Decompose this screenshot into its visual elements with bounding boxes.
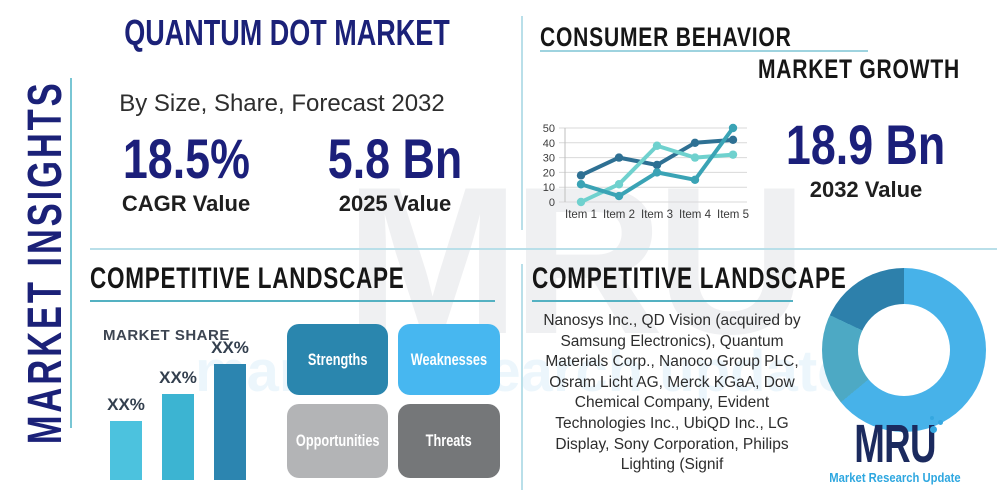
- swot-card-label: Opportunities: [295, 431, 380, 450]
- mru-logo-text: MRU: [800, 416, 990, 471]
- svg-text:10: 10: [543, 182, 555, 194]
- stat-2032-value: 18.9 Bn: [786, 113, 946, 176]
- mru-logo: MRU Market Research Update: [800, 416, 990, 485]
- swot-card: Threats: [398, 404, 500, 478]
- bar-rect: [162, 394, 194, 480]
- stat-2025: 5.8 Bn 2025 Value: [295, 130, 495, 217]
- market-share-chart: XX% XX% XX%: [107, 338, 250, 480]
- horizontal-divider: [90, 248, 997, 250]
- market-growth-heading: MARKET GROWTH: [640, 54, 960, 85]
- competitive-landscape-right-heading-text: COMPETITIVE LANDSCAPE: [532, 262, 847, 295]
- market-growth-chart: 0 10 20 30 40 50 Item 1 Item 2 Item 3 Item 4 Item …: [543, 123, 749, 221]
- donut-hole: [858, 304, 950, 396]
- bar-value-label: XX%: [107, 395, 145, 414]
- competitive-landscape-left-heading-text: COMPETITIVE LANDSCAPE: [90, 262, 405, 295]
- bar-column: XX%: [159, 366, 197, 480]
- bar-column: XX%: [211, 336, 249, 480]
- vertical-divider-top: [521, 16, 523, 230]
- competitors-donut: [822, 268, 986, 432]
- sidebar-vertical-title: MARKET INSIGHTS: [18, 75, 72, 500]
- bar-value-label: XX%: [159, 368, 197, 387]
- stat-2025-label: 2025 Value: [338, 191, 452, 216]
- page-subtitle: By Size, Share, Forecast 2032: [119, 90, 445, 117]
- companies-text: Nanosys Inc., QD Vision (acquired by Sam…: [543, 312, 801, 474]
- stat-cagr: 18.5% CAGR Value: [86, 130, 286, 217]
- mru-logo-tagline: Market Research Update: [829, 471, 961, 485]
- stat-cagr-value: 18.5%: [122, 127, 250, 190]
- competitive-landscape-left-heading: COMPETITIVE LANDSCAPE: [90, 262, 509, 296]
- bar-value-label: XX%: [211, 338, 249, 357]
- swot-card-label: Strengths: [307, 349, 368, 369]
- svg-text:40: 40: [543, 138, 555, 150]
- swot-card: Strengths: [287, 324, 388, 395]
- competitive-landscape-right-underline: [532, 300, 793, 302]
- vertical-divider-bottom: [521, 264, 523, 490]
- page-title-text: QUANTUM DOT MARKET: [124, 12, 450, 53]
- stat-2025-value: 5.8 Bn: [327, 127, 463, 190]
- consumer-behavior-heading: CONSUMER BEHAVIOR: [540, 22, 863, 53]
- market-share-label: MARKET SHARE: [103, 327, 230, 344]
- consumer-behavior-heading-text: CONSUMER BEHAVIOR: [540, 22, 792, 52]
- bar-rect: [214, 364, 246, 480]
- svg-text:30: 30: [543, 153, 555, 165]
- competitive-landscape-right-heading: COMPETITIVE LANDSCAPE: [532, 262, 951, 296]
- svg-text:Item 1: Item 1: [565, 209, 597, 221]
- sidebar-divider-line: [70, 78, 72, 428]
- stat-2032: 18.9 Bn 2032 Value: [766, 116, 966, 203]
- logo-droplets-icon: [930, 426, 937, 433]
- stat-cagr-label: CAGR Value: [121, 191, 251, 216]
- svg-text:Item 2: Item 2: [603, 209, 635, 221]
- competitive-landscape-left-underline: [90, 300, 495, 302]
- svg-text:20: 20: [543, 167, 555, 179]
- market-growth-heading-text: MARKET GROWTH: [758, 54, 960, 84]
- swot-card: Opportunities: [287, 404, 388, 478]
- svg-text:50: 50: [543, 123, 555, 135]
- svg-text:Item 4: Item 4: [679, 209, 712, 221]
- swot-card-label: Threats: [425, 431, 473, 450]
- svg-text:Item 5: Item 5: [717, 209, 749, 221]
- bar-column: XX%: [107, 393, 145, 480]
- svg-text:0: 0: [549, 197, 555, 209]
- swot-grid: Strengths Weaknesses Opportunities Threa…: [287, 324, 500, 478]
- stat-2032-label: 2032 Value: [809, 177, 923, 202]
- consumer-behavior-underline: [540, 50, 868, 52]
- swot-card: Weaknesses: [398, 324, 500, 395]
- logo-droplets-icon: [930, 416, 934, 420]
- swot-card-label: Weaknesses: [410, 349, 488, 369]
- bar-rect: [110, 421, 142, 480]
- logo-droplets-icon: [938, 420, 943, 425]
- svg-text:Item 3: Item 3: [641, 209, 673, 221]
- page-title: QUANTUM DOT MARKET: [70, 12, 470, 54]
- sidebar-vertical-title-text: MARKET INSIGHTS: [19, 80, 72, 445]
